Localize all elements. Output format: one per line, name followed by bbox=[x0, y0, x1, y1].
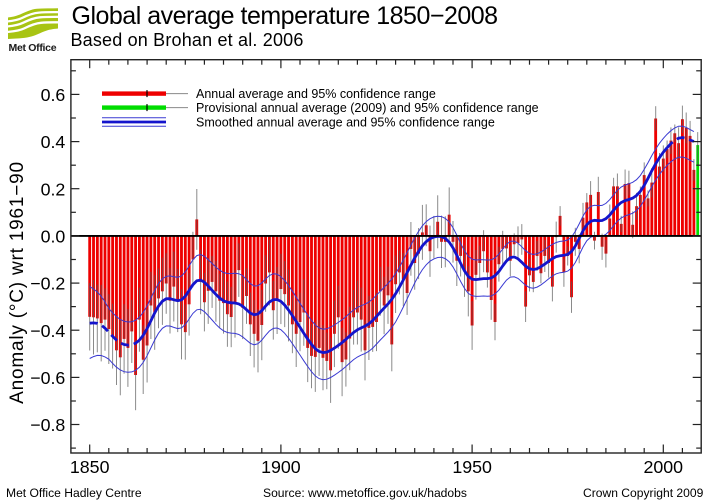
svg-text:−0.8: −0.8 bbox=[30, 415, 65, 435]
svg-text:Annual average and 95% confide: Annual average and 95% confidence range bbox=[196, 87, 436, 101]
svg-text:−0.2: −0.2 bbox=[30, 274, 65, 294]
svg-text:2000: 2000 bbox=[644, 457, 684, 477]
svg-text:0.6: 0.6 bbox=[41, 85, 66, 105]
svg-text:0.2: 0.2 bbox=[41, 179, 66, 199]
svg-text:1850: 1850 bbox=[70, 457, 110, 477]
svg-text:Smoothed annual average and 95: Smoothed annual average and 95% confiden… bbox=[196, 115, 495, 129]
svg-text:−0.6: −0.6 bbox=[30, 368, 65, 388]
svg-text:Anomaly (°C) wrt 1961−90: Anomaly (°C) wrt 1961−90 bbox=[7, 161, 28, 404]
svg-text:0.4: 0.4 bbox=[41, 132, 66, 152]
svg-text:1950: 1950 bbox=[452, 457, 492, 477]
svg-text:Provisional annual average (20: Provisional annual average (2009) and 95… bbox=[196, 101, 539, 115]
svg-text:1900: 1900 bbox=[261, 457, 301, 477]
svg-text:0.0: 0.0 bbox=[41, 227, 66, 247]
svg-text:−0.4: −0.4 bbox=[30, 321, 65, 341]
